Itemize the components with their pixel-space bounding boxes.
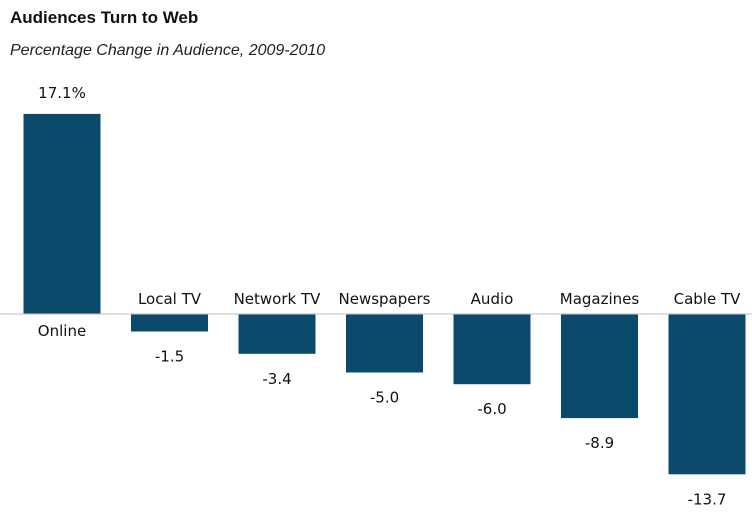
category-label-audio: Audio xyxy=(471,290,514,308)
chart-subtitle: Percentage Change in Audience, 2009-2010 xyxy=(10,42,326,59)
label-group: Online 17.1% Local TV -1.5 Network TV -3.4 New… xyxy=(38,84,741,508)
category-label-newspapers: Newspapers xyxy=(339,290,431,308)
bar-newspapers xyxy=(346,314,423,373)
chart-title: Audiences Turn to Web xyxy=(10,8,199,27)
bar-audio xyxy=(453,314,531,385)
bar-network-tv xyxy=(238,314,316,354)
bar-cable-tv xyxy=(668,314,746,475)
bar-group xyxy=(23,113,746,475)
data-label-magazines: -8.9 xyxy=(585,434,614,452)
category-label-online: Online xyxy=(38,322,86,340)
category-label-magazines: Magazines xyxy=(560,290,640,308)
data-label-audio: -6.0 xyxy=(477,400,506,418)
category-label-local-tv: Local TV xyxy=(138,290,202,308)
data-label-cable-tv: -13.7 xyxy=(688,490,727,508)
data-label-online: 17.1% xyxy=(38,84,86,102)
data-label-local-tv: -1.5 xyxy=(155,348,184,366)
bar-magazines xyxy=(561,314,638,419)
data-label-newspapers: -5.0 xyxy=(370,389,399,407)
data-label-network-tv: -3.4 xyxy=(262,370,291,388)
category-label-network-tv: Network TV xyxy=(234,290,322,308)
category-label-cable-tv: Cable TV xyxy=(674,290,742,308)
bar-local-tv xyxy=(131,314,208,332)
bar-online xyxy=(23,113,101,315)
